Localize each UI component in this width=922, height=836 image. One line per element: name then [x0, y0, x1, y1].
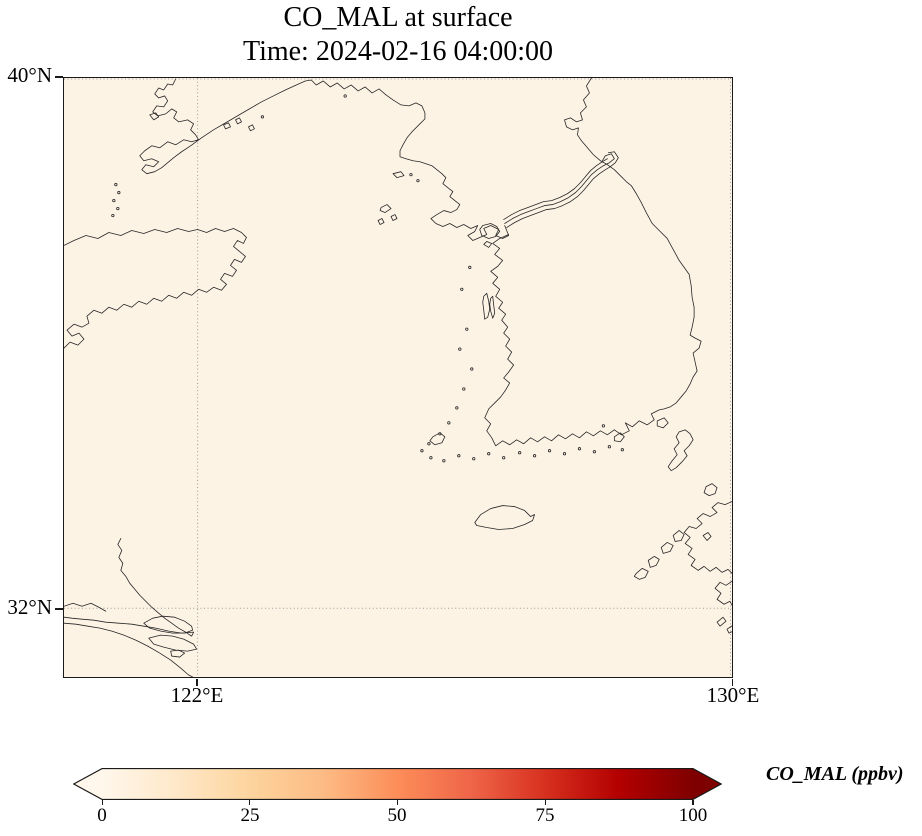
- colorbar-tick-label: 75: [535, 805, 555, 826]
- island-hirado: [702, 532, 712, 541]
- colorbar-tick-label: 0: [97, 805, 107, 826]
- islet-liaodong-bay: [149, 112, 160, 121]
- colorbar-arrow-high: [693, 768, 722, 800]
- island-south-1: [613, 432, 625, 443]
- xtick-mark-130e: [732, 678, 734, 686]
- colorbar-arrow-low: [73, 768, 102, 800]
- island-chodo: [392, 171, 405, 179]
- island-paengnyeong-1: [379, 204, 392, 213]
- colorbar-tick-label: 25: [240, 805, 260, 826]
- xtick-mark-122e: [196, 678, 198, 686]
- coastline-dmz-strip-3: [503, 158, 608, 220]
- island-iki: [703, 483, 718, 497]
- colorbar-title: CO_MAL (ppbv): [766, 763, 904, 785]
- colorbar-tick-label: 50: [387, 805, 407, 826]
- island-changshan-3: [248, 124, 255, 132]
- island-paengnyeong-3: [377, 218, 385, 225]
- figure-titles: CO_MAL at surface Time: 2024-02-16 04:00…: [63, 1, 733, 69]
- coastline-dmz-strip-1: [504, 153, 615, 224]
- map-plot: [63, 77, 733, 678]
- coastlines-svg: [64, 78, 732, 677]
- coastline-yangtze-southbank: [64, 622, 194, 677]
- colorbar-tick-label: 100: [678, 805, 708, 826]
- ytick-mark-32n: [55, 608, 63, 610]
- island-west-thin-1: [482, 292, 491, 320]
- islet-se-1: [716, 616, 727, 627]
- figure-title: CO_MAL at surface: [283, 2, 513, 33]
- island-paengnyeong-2: [390, 214, 398, 221]
- island-goto-4: [672, 530, 685, 542]
- colorbar-tick: [101, 800, 103, 805]
- islet-se-2: [726, 625, 732, 634]
- island-changshan-2: [235, 117, 242, 125]
- ytick-label-32n: 32°N: [7, 595, 52, 619]
- island-geoje: [656, 417, 669, 429]
- island-tsushima: [667, 429, 694, 472]
- figure-subtitle: Time: 2024-02-16 04:00:00: [242, 36, 554, 67]
- island-ganghwa: [479, 223, 501, 239]
- xtick-label-122e: 122°E: [170, 683, 224, 707]
- island-ganghwa-2: [483, 241, 493, 248]
- colorbar-tick: [544, 800, 546, 805]
- island-goto-1: [633, 567, 649, 580]
- colorbar-tick: [692, 800, 694, 805]
- coastline-kyushu: [683, 501, 732, 574]
- island-jindo: [429, 432, 446, 446]
- island-jeju: [474, 505, 535, 530]
- islet-dots: [111, 94, 624, 463]
- colorbar-tick: [249, 800, 251, 805]
- coastline-shandong: [64, 228, 247, 349]
- coastline-liaodong-nkwest: [139, 78, 510, 241]
- ytick-mark-40n: [55, 76, 63, 78]
- coastline-yangtze-upstream: [64, 602, 107, 612]
- coastline-korea-mainland: [484, 78, 702, 447]
- island-changxing: [148, 634, 198, 652]
- island-goto-3: [660, 542, 674, 554]
- colorbar-tick: [396, 800, 399, 805]
- island-chongming: [143, 615, 194, 634]
- coastline-jiangsu-yangtze: [64, 538, 195, 637]
- colorbar-outline: [73, 768, 722, 800]
- colorbar-gradient: [102, 768, 693, 800]
- colorbar: [73, 768, 722, 800]
- island-hengsha: [170, 649, 186, 658]
- island-goto-2: [647, 556, 660, 568]
- coastline-dmz-strip-2: [506, 151, 619, 228]
- island-west-thin-2: [489, 295, 496, 319]
- island-changshan-1: [223, 122, 231, 130]
- xtick-label-130e: 130°E: [706, 683, 760, 707]
- ytick-label-40n: 40°N: [7, 63, 52, 87]
- coastline-kyushu-south: [714, 580, 732, 606]
